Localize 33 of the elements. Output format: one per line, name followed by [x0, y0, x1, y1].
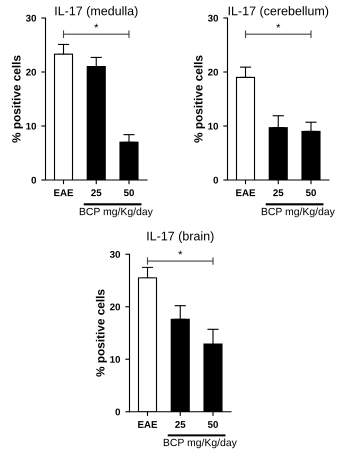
y-tick-label: 30	[26, 14, 36, 22]
x-tick-label: 50	[208, 421, 218, 428]
y-axis-title: % positive cells	[96, 290, 107, 377]
x-tick-label: 25	[175, 421, 186, 428]
annotation: *	[276, 24, 280, 28]
x-tick-label: EAE	[54, 189, 74, 196]
x-tick-label: EAE	[236, 189, 256, 196]
chart-title: IL-17 (medulla)	[55, 6, 138, 18]
x-tick-label: 50	[124, 189, 134, 196]
x-tick-label: 25	[91, 189, 102, 196]
y-axis-title: % positive cells	[194, 56, 205, 143]
y-axis-title: % positive cells	[12, 56, 23, 143]
text: BCP mg/Kg/day	[262, 208, 335, 218]
y-tick-label: 20	[110, 303, 120, 310]
x-tick-label: 25	[273, 189, 284, 196]
chart-title: IL-17 (brain)	[147, 231, 214, 243]
y-tick-label: 0	[213, 176, 218, 184]
chart-title: IL-17 (cerebellum)	[228, 6, 328, 18]
y-tick-label: 0	[115, 408, 120, 416]
y-tick-label: 20	[208, 68, 218, 76]
y-tick-label: 10	[208, 122, 218, 130]
y-tick-label: 10	[26, 122, 36, 130]
annotation: *	[178, 250, 182, 254]
annotation: *	[94, 24, 98, 28]
y-tick-label: 30	[110, 250, 120, 258]
text: BCP mg/Kg/day	[80, 208, 153, 218]
y-tick-label: 10	[110, 356, 120, 363]
y-tick-label: 30	[208, 14, 218, 22]
y-tick-label: 20	[26, 68, 36, 76]
x-tick-label: 50	[306, 189, 316, 196]
text: BCP mg/Kg/day	[164, 438, 237, 448]
y-tick-label: 0	[31, 176, 36, 184]
x-tick-label: EAE	[138, 421, 158, 428]
